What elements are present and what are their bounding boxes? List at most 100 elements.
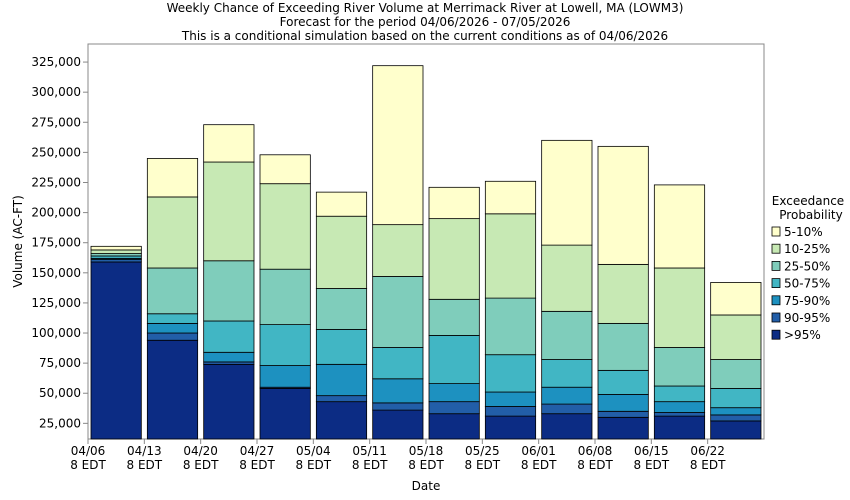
y-tick-label: 50,000 xyxy=(39,386,81,400)
bar-segment xyxy=(597,416,649,440)
bar-segment xyxy=(710,414,762,422)
bar-segment xyxy=(315,191,368,217)
legend-item-label: 10-25% xyxy=(784,242,830,256)
bar-segment xyxy=(315,401,368,440)
legend-item-label: >95% xyxy=(784,328,821,342)
legend-item-label: 5-10% xyxy=(784,225,823,239)
legend-item-label: 25-50% xyxy=(784,259,830,273)
x-tick-label-time: 8 EDT xyxy=(296,458,332,472)
x-tick-label-date: 05/25 xyxy=(465,444,500,458)
bar-segment xyxy=(541,386,593,405)
bar-segment xyxy=(428,298,480,336)
bar-segment xyxy=(653,267,706,348)
y-tick-label: 225,000 xyxy=(31,175,81,189)
y-tick-label: 325,000 xyxy=(31,55,81,69)
x-axis-label: Date xyxy=(412,479,441,493)
legend-swatch xyxy=(771,278,781,289)
y-tick-label: 275,000 xyxy=(31,115,81,129)
bar-segment xyxy=(710,420,762,440)
x-tick-label-time: 8 EDT xyxy=(577,458,613,472)
bar-segment xyxy=(484,180,537,215)
bar-segment xyxy=(315,288,368,330)
x-tick-label-time: 8 EDT xyxy=(239,458,275,472)
bars-layer xyxy=(90,65,762,440)
y-tick-label: 100,000 xyxy=(31,326,81,340)
legend-item-label: 90-95% xyxy=(784,311,830,325)
bar-segment xyxy=(484,415,537,440)
x-tick-label-date: 06/01 xyxy=(521,444,556,458)
bar-segment xyxy=(146,267,199,315)
x-tick-label-date: 06/08 xyxy=(578,444,613,458)
chart-title-line-1: Weekly Chance of Exceeding River Volume … xyxy=(166,1,684,15)
bar-segment xyxy=(428,383,480,403)
x-tick-label-time: 8 EDT xyxy=(634,458,670,472)
bar-segment xyxy=(315,363,368,397)
bar-segment xyxy=(90,261,142,440)
bar-segment xyxy=(146,196,199,269)
bar-segment xyxy=(710,388,762,409)
bar-segment xyxy=(428,413,480,440)
bar-segment xyxy=(541,403,593,415)
x-tick-label-date: 04/27 xyxy=(240,444,275,458)
legend: Exceedance Probability 5-10% 10-25% 25-50%… xyxy=(771,194,844,342)
legend-swatch xyxy=(771,329,781,340)
bar-segment xyxy=(428,401,480,415)
bar-segment xyxy=(146,322,199,334)
bar-segment xyxy=(541,244,593,312)
bar-segment xyxy=(90,245,142,251)
bar-segment xyxy=(372,224,424,277)
chart-title-line-3: This is a conditional simulation based o… xyxy=(181,29,669,43)
bar-segment xyxy=(372,402,424,411)
bar-segment xyxy=(146,158,199,198)
y-tick-label: 250,000 xyxy=(31,145,81,159)
bar-segment xyxy=(315,395,368,403)
bar-segment xyxy=(428,186,480,220)
legend-swatch xyxy=(771,243,781,254)
y-tick-label: 200,000 xyxy=(31,206,81,220)
bar-segment xyxy=(653,401,706,413)
bar-segment xyxy=(597,263,649,324)
bar-segment xyxy=(428,218,480,300)
x-tick-label-time: 8 EDT xyxy=(465,458,501,472)
y-tick-label: 150,000 xyxy=(31,266,81,280)
bar-segment xyxy=(484,297,537,356)
bar-segment xyxy=(653,347,706,387)
legend-title-line-1: Exceedance xyxy=(772,194,844,208)
x-tick-label-time: 8 EDT xyxy=(183,458,219,472)
bar-segment xyxy=(597,410,649,418)
x-tick-label-time: 8 EDT xyxy=(408,458,444,472)
legend-swatch xyxy=(771,312,781,323)
bar-segment xyxy=(710,359,762,389)
bar-segment xyxy=(259,268,311,326)
bar-segment xyxy=(653,412,706,417)
bar-segment xyxy=(315,215,368,289)
bar-segment xyxy=(259,154,311,185)
x-tick-label-date: 04/13 xyxy=(127,444,162,458)
x-tick-label-date: 06/15 xyxy=(634,444,669,458)
bar-segment xyxy=(541,139,593,246)
bar-segment xyxy=(541,310,593,360)
x-tick-label-time: 8 EDT xyxy=(521,458,557,472)
bar-segment xyxy=(259,324,311,366)
bar-segment xyxy=(541,413,593,440)
bar-segment xyxy=(203,320,255,353)
bar-segment xyxy=(90,249,142,254)
y-tick-label: 300,000 xyxy=(31,85,81,99)
x-tick-label-date: 05/11 xyxy=(352,444,387,458)
y-tick-label: 125,000 xyxy=(31,296,81,310)
bar-segment xyxy=(372,276,424,348)
bar-segment xyxy=(372,409,424,440)
bar-segment xyxy=(597,394,649,412)
bar-segment xyxy=(484,406,537,417)
bar-segment xyxy=(484,213,537,299)
bar-segment xyxy=(710,314,762,360)
x-tick-label-date: 04/20 xyxy=(183,444,218,458)
bar-segment xyxy=(203,351,255,363)
bar-segment xyxy=(259,365,311,388)
bar-segment xyxy=(203,363,255,440)
bar-segment xyxy=(710,407,762,416)
bar-segment xyxy=(597,145,649,265)
bar-segment xyxy=(203,124,255,163)
bar-segment xyxy=(597,322,649,371)
